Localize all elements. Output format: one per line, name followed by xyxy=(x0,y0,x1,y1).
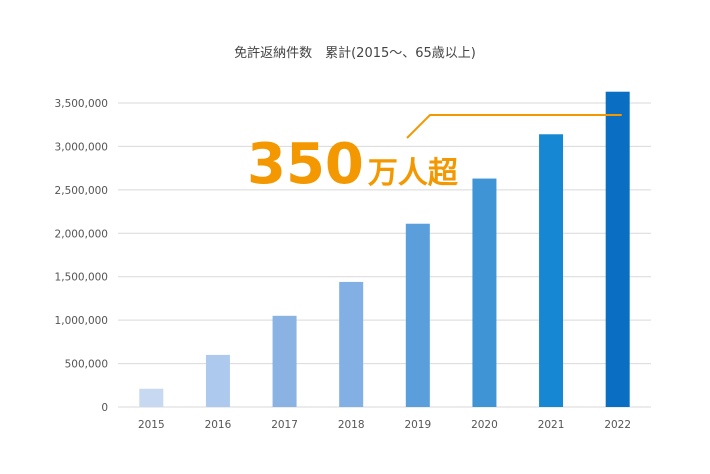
bar-2022 xyxy=(605,91,630,408)
y-tick-label: 3,000,000 xyxy=(55,141,108,153)
y-axis-ticks: 0 500,000 1,000,000 1,500,000 2,000,000 2,500… xyxy=(55,98,108,414)
y-tick-label: 2,500,000 xyxy=(55,185,108,197)
callout-annotation: 350 万人超 xyxy=(247,114,622,197)
callout-text: 350 万人超 xyxy=(247,132,459,197)
bar-2021 xyxy=(539,134,564,408)
bar-2015 xyxy=(139,388,164,407)
x-tick-label: 2020 xyxy=(471,419,498,431)
callout-line xyxy=(406,114,622,139)
x-tick-label: 2019 xyxy=(404,419,431,431)
y-tick-label: 0 xyxy=(101,402,108,414)
bar-2019 xyxy=(405,223,430,407)
y-tick-label: 1,500,000 xyxy=(55,272,108,284)
x-tick-label: 2017 xyxy=(271,419,298,431)
y-tick-label: 500,000 xyxy=(65,359,108,371)
chart-title: 免許返納件数 累計(2015〜、65歳以上) xyxy=(234,45,476,61)
x-tick-label: 2021 xyxy=(538,419,565,431)
x-axis-ticks: 2015 2016 2017 2018 2019 2020 2021 2022 xyxy=(138,419,631,431)
y-tick-label: 2,000,000 xyxy=(55,228,108,240)
bar-2018 xyxy=(339,281,364,407)
x-tick-label: 2022 xyxy=(604,419,631,431)
x-tick-label: 2016 xyxy=(205,419,232,431)
bar-2017 xyxy=(272,315,297,407)
x-tick-label: 2018 xyxy=(338,419,365,431)
callout-unit: 万人超 xyxy=(368,156,459,191)
y-tick-label: 3,500,000 xyxy=(55,98,108,110)
gridlines xyxy=(118,102,651,408)
bar-2016 xyxy=(205,354,230,407)
y-tick-label: 1,000,000 xyxy=(55,315,108,327)
x-tick-label: 2015 xyxy=(138,419,165,431)
callout-number: 350 xyxy=(247,132,364,197)
bar-2020 xyxy=(472,178,497,407)
bars xyxy=(139,91,630,408)
